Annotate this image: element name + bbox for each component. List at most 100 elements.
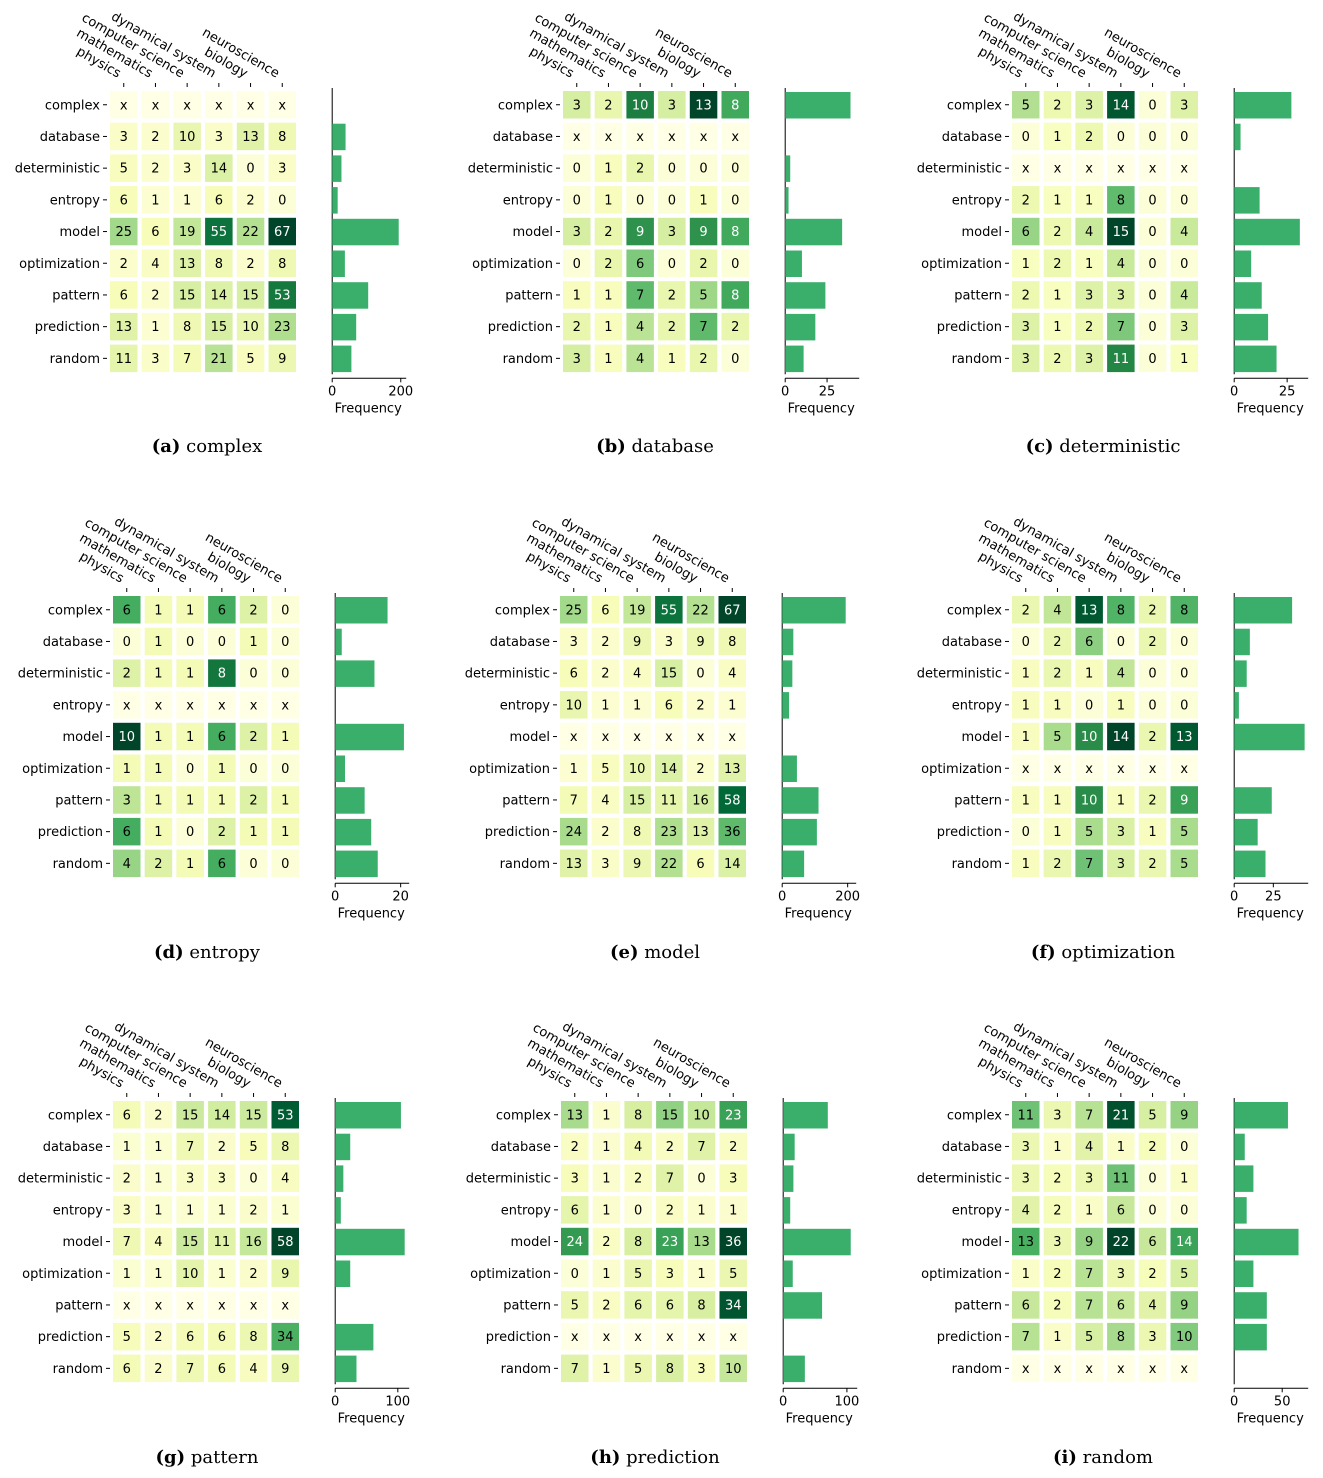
cell-value: 2 — [1148, 635, 1156, 650]
heatmap-cell — [687, 1101, 716, 1129]
cell-value: 7 — [183, 352, 191, 367]
cell-value: x — [1180, 1362, 1188, 1377]
cell-value: 2 — [1148, 1140, 1156, 1155]
heatmap-cell — [1043, 627, 1072, 656]
heatmap-cell — [1043, 754, 1072, 782]
cell-value: 1 — [154, 667, 162, 682]
heatmap-cell — [173, 312, 201, 341]
cell-value: 4 — [154, 1235, 162, 1250]
heatmap-cell — [205, 344, 233, 373]
heatmap-cell — [689, 281, 718, 309]
heatmap-cell — [563, 154, 591, 182]
cell-value: 7 — [571, 1362, 579, 1377]
heatmap-cell — [623, 627, 651, 656]
heatmap-cell — [1138, 722, 1167, 751]
heatmap-cell — [655, 659, 683, 687]
heatmap-cell — [687, 1291, 716, 1319]
heatmap-cell — [208, 691, 236, 719]
cell-value: 11 — [1017, 1108, 1034, 1123]
heatmap-cell — [208, 659, 236, 687]
heatmap-cell — [239, 1101, 268, 1129]
heatmap-cell — [208, 1227, 236, 1256]
cell-value: 2 — [634, 1172, 642, 1187]
cell-value: x — [1149, 1362, 1157, 1377]
heatmap-cell — [236, 344, 265, 373]
heatmap-cell — [624, 1164, 652, 1192]
heatmap-cell — [689, 249, 718, 277]
row-label-deterministic: deterministic — [917, 1172, 1002, 1187]
heatmap-cell — [271, 659, 299, 687]
cell-value: 1 — [1022, 857, 1030, 872]
row-label-database: database — [493, 130, 553, 145]
heatmap-cell — [594, 122, 623, 151]
heatmap-cell — [1107, 786, 1135, 814]
heatmap-cell — [1138, 1259, 1167, 1287]
heatmap-cell — [721, 91, 749, 119]
heatmap-cell — [1170, 722, 1198, 751]
heatmap-cell — [561, 1132, 589, 1161]
heatmap-cell — [561, 1227, 589, 1256]
heatmap-cell — [176, 786, 204, 814]
cell-value: 15 — [211, 320, 228, 335]
heatmap-cell — [719, 1164, 747, 1192]
heatmap-cell — [560, 817, 588, 846]
row-label-entropy: entropy — [50, 193, 101, 208]
row-label-pattern: pattern — [55, 1298, 103, 1313]
cell-value: x — [603, 1330, 611, 1345]
frequency-bar-prediction — [332, 313, 357, 341]
cell-value: 0 — [1148, 667, 1156, 682]
panel-caption: (e) model — [610, 942, 700, 963]
panel-caption: (d) entropy — [154, 942, 261, 963]
heatmap-cell — [591, 596, 620, 624]
cell-value: 0 — [281, 603, 289, 618]
cell-value: x — [573, 130, 581, 145]
heatmap-cell — [1107, 1101, 1135, 1129]
heatmap-cell — [113, 1322, 141, 1351]
frequency-bar-model — [335, 1228, 405, 1256]
heatmap-cell — [626, 122, 654, 151]
frequency-bar-entropy — [1234, 1197, 1247, 1224]
heatmap-cell — [689, 91, 718, 119]
cell-value: 2 — [604, 257, 612, 272]
cell-value: 4 — [633, 667, 641, 682]
heatmap-cell — [239, 1354, 268, 1383]
heatmap-cell — [1043, 186, 1072, 214]
cell-value: 2 — [123, 1172, 131, 1187]
row-label-model: model — [962, 730, 1002, 745]
row-label-pattern: pattern — [55, 793, 103, 808]
cell-value: 8 — [731, 288, 739, 303]
cell-value: 14 — [1176, 1235, 1193, 1250]
cell-value: 2 — [1053, 1267, 1061, 1282]
cell-value: 6 — [218, 730, 226, 745]
cell-value: 22 — [692, 603, 709, 618]
cell-value: 4 — [1022, 1203, 1030, 1218]
heatmap-cell — [592, 1322, 621, 1351]
cell-value: 9 — [633, 635, 641, 650]
cell-value: 3 — [1022, 1172, 1030, 1187]
heatmap-cell — [173, 281, 201, 309]
heatmap-cell — [594, 249, 623, 277]
heatmap-cell — [561, 1259, 589, 1287]
heatmap-cell — [271, 1101, 299, 1129]
heatmap-cell — [721, 217, 749, 246]
cell-value: 3 — [668, 225, 676, 240]
cell-value: 6 — [634, 1298, 642, 1313]
cell-value: 0 — [218, 635, 226, 650]
cell-value: 10 — [242, 320, 259, 335]
bar-x-axis-label: Frequency — [335, 401, 402, 416]
cell-value: 1 — [602, 1108, 610, 1123]
cell-value: 1 — [218, 1267, 226, 1282]
cell-value: x — [186, 698, 194, 713]
heatmap-cell — [718, 786, 746, 814]
cell-value: 2 — [249, 1267, 257, 1282]
bar-x-tick-label: 0 — [328, 384, 336, 399]
heatmap-cell — [1170, 627, 1198, 656]
heatmap-cell — [656, 1291, 684, 1319]
frequency-bar-random — [335, 850, 378, 878]
heatmap-cell — [623, 722, 651, 751]
cell-value: 3 — [1180, 98, 1188, 113]
cell-value: x — [731, 130, 739, 145]
heatmap-cell — [271, 817, 299, 846]
